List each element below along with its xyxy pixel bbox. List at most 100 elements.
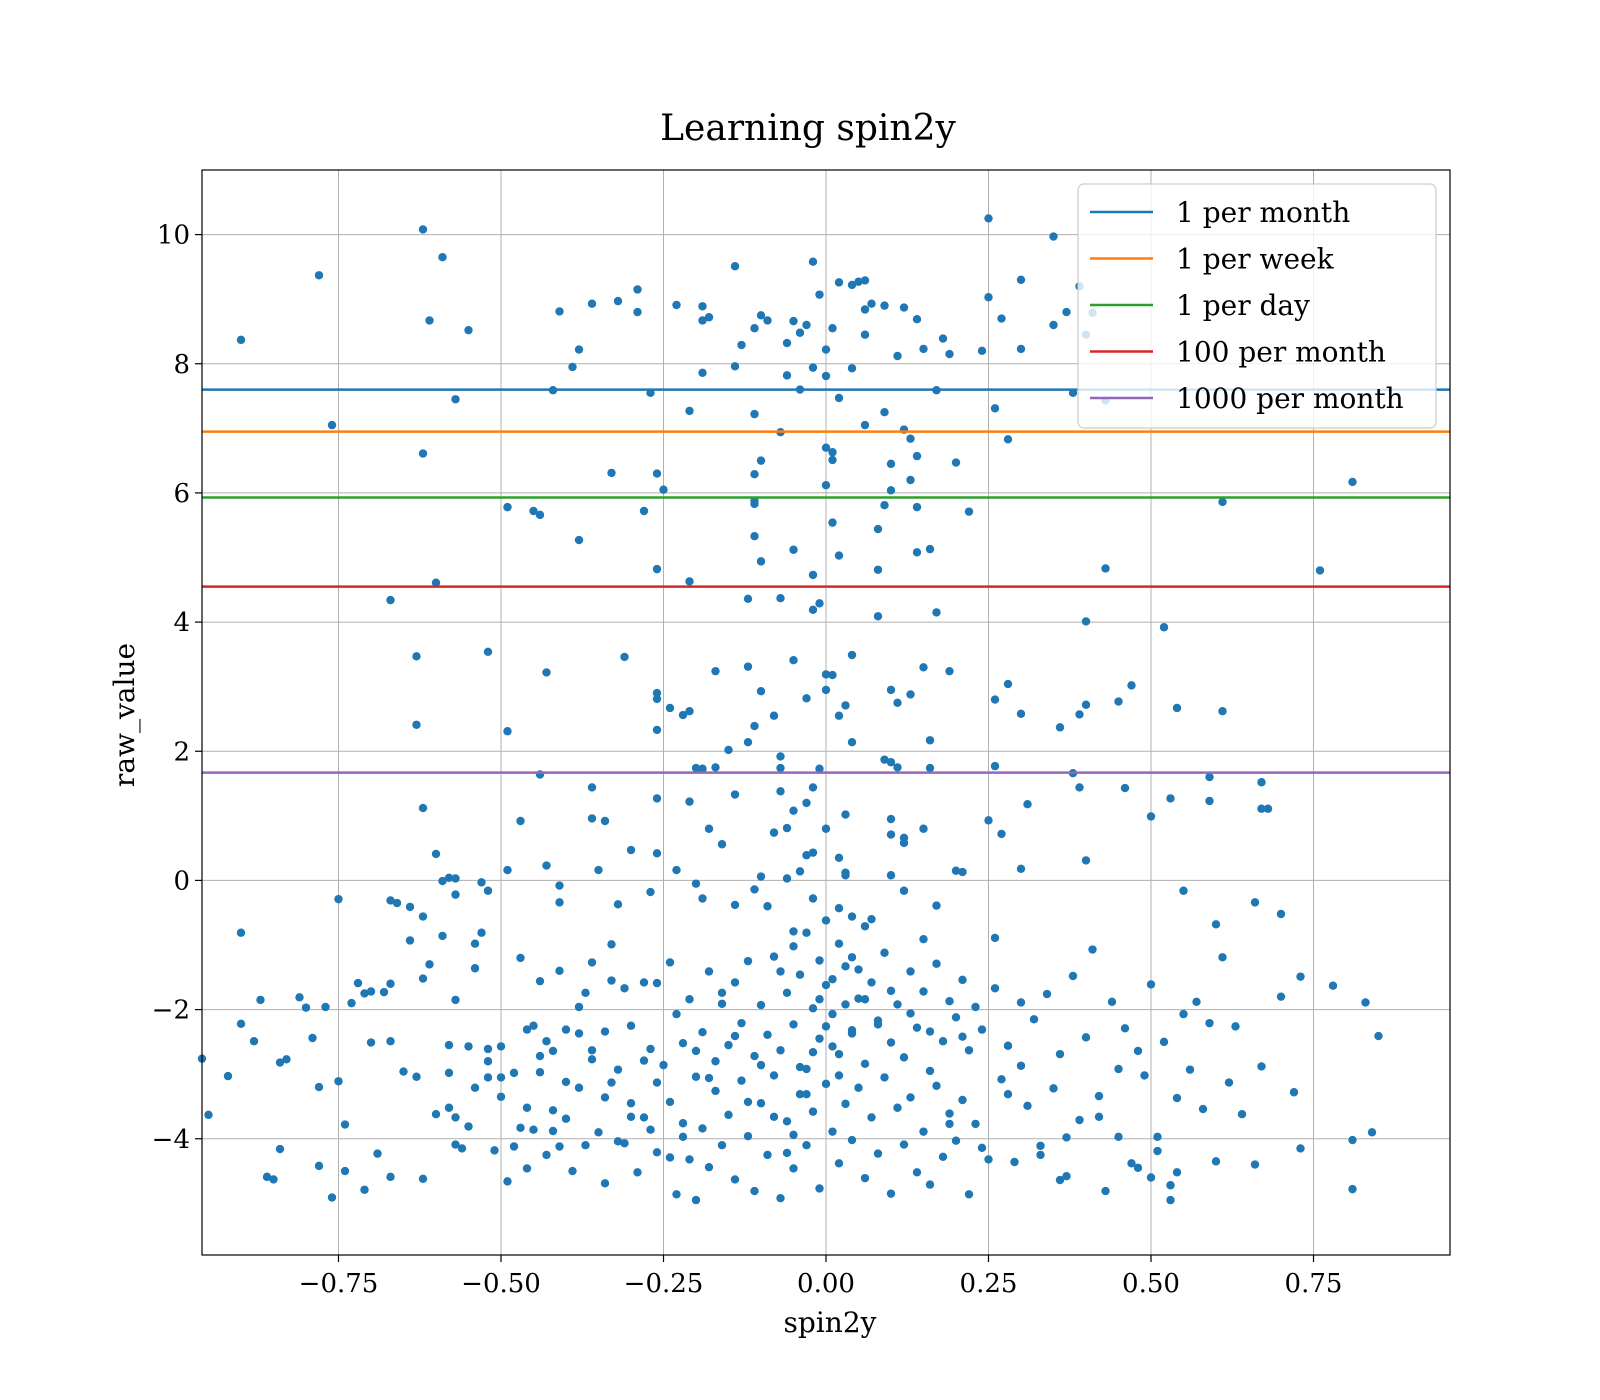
data-point bbox=[776, 1046, 785, 1055]
data-point bbox=[899, 1053, 909, 1062]
data-point bbox=[932, 959, 941, 968]
data-point bbox=[321, 1002, 330, 1012]
data-point bbox=[1218, 953, 1227, 962]
data-point bbox=[763, 902, 772, 911]
data-point bbox=[756, 1000, 766, 1010]
data-point bbox=[600, 1093, 610, 1102]
data-point bbox=[314, 1082, 324, 1092]
data-point bbox=[893, 1000, 902, 1009]
data-point bbox=[1075, 710, 1084, 719]
threshold-lines bbox=[202, 388, 1450, 774]
data-point bbox=[678, 710, 688, 720]
data-point bbox=[886, 871, 896, 880]
data-point bbox=[1127, 681, 1136, 690]
data-point bbox=[236, 335, 246, 345]
data-point bbox=[730, 790, 740, 799]
data-point bbox=[269, 1175, 278, 1184]
data-point bbox=[886, 486, 896, 495]
data-point bbox=[789, 545, 798, 554]
data-point bbox=[769, 952, 779, 961]
data-point bbox=[815, 290, 824, 299]
data-point bbox=[841, 701, 850, 710]
data-point bbox=[379, 987, 389, 997]
data-point bbox=[282, 1055, 291, 1064]
data-point bbox=[652, 725, 662, 735]
data-point bbox=[730, 900, 740, 910]
data-point bbox=[990, 984, 1000, 993]
data-point bbox=[626, 1112, 636, 1121]
data-point bbox=[1055, 723, 1065, 732]
data-point bbox=[652, 978, 662, 988]
data-point bbox=[893, 351, 902, 361]
data-point bbox=[444, 1103, 454, 1112]
data-point bbox=[1276, 992, 1286, 1001]
data-point bbox=[997, 829, 1006, 839]
data-point bbox=[386, 1037, 395, 1046]
data-point bbox=[828, 1009, 837, 1019]
data-point bbox=[600, 816, 610, 826]
data-point bbox=[730, 978, 740, 987]
data-point bbox=[977, 1025, 987, 1034]
data-point bbox=[795, 1089, 805, 1099]
data-point bbox=[815, 764, 824, 773]
data-point bbox=[672, 865, 681, 875]
data-point bbox=[1062, 307, 1071, 317]
data-point bbox=[834, 853, 844, 863]
data-point bbox=[1159, 623, 1169, 632]
data-point bbox=[1081, 1033, 1091, 1042]
data-point bbox=[678, 1038, 688, 1048]
data-point bbox=[919, 987, 928, 996]
data-point bbox=[1036, 1141, 1045, 1151]
data-point bbox=[906, 690, 915, 699]
data-point bbox=[503, 1177, 512, 1186]
data-point bbox=[945, 349, 954, 359]
data-point bbox=[535, 1051, 545, 1061]
data-point bbox=[418, 449, 428, 458]
data-point bbox=[1348, 1135, 1357, 1145]
data-point bbox=[880, 948, 889, 957]
data-point bbox=[899, 833, 909, 842]
data-point bbox=[477, 878, 486, 887]
data-point bbox=[802, 1089, 811, 1099]
data-point bbox=[438, 252, 447, 262]
data-point bbox=[1023, 1101, 1032, 1111]
data-point bbox=[756, 872, 766, 881]
data-point bbox=[529, 506, 538, 516]
data-point bbox=[847, 1029, 857, 1038]
data-point bbox=[464, 1122, 473, 1131]
data-point bbox=[821, 824, 831, 833]
data-point bbox=[782, 338, 792, 348]
data-point bbox=[834, 1159, 844, 1168]
data-point bbox=[555, 1142, 564, 1151]
data-point bbox=[1114, 1064, 1123, 1074]
data-point bbox=[971, 1002, 980, 1012]
data-point bbox=[620, 984, 629, 993]
data-point bbox=[925, 1180, 935, 1189]
chart-title: Learning spin2y bbox=[660, 108, 956, 149]
data-point bbox=[730, 1175, 740, 1184]
data-point bbox=[750, 1186, 759, 1196]
data-point bbox=[665, 703, 675, 713]
data-point bbox=[412, 1072, 421, 1081]
data-point bbox=[483, 1073, 493, 1082]
data-point bbox=[548, 1126, 558, 1136]
data-point bbox=[1257, 804, 1266, 813]
data-point bbox=[1257, 778, 1266, 787]
data-point bbox=[886, 830, 896, 839]
data-point bbox=[802, 1141, 811, 1150]
data-point bbox=[360, 989, 369, 998]
data-point bbox=[750, 324, 759, 333]
data-point bbox=[763, 316, 772, 325]
data-point bbox=[607, 976, 616, 985]
data-point bbox=[1016, 1061, 1026, 1070]
data-point bbox=[704, 824, 714, 833]
data-point bbox=[808, 570, 818, 580]
data-point bbox=[1114, 1132, 1123, 1142]
data-point bbox=[912, 548, 922, 557]
data-point bbox=[828, 518, 837, 527]
y-axis-ticks: −4 −2 0 2 4 6 8 10 bbox=[152, 221, 202, 1155]
data-point bbox=[451, 890, 460, 899]
data-point bbox=[802, 798, 811, 808]
data-point bbox=[951, 866, 961, 875]
data-point bbox=[548, 1106, 558, 1115]
